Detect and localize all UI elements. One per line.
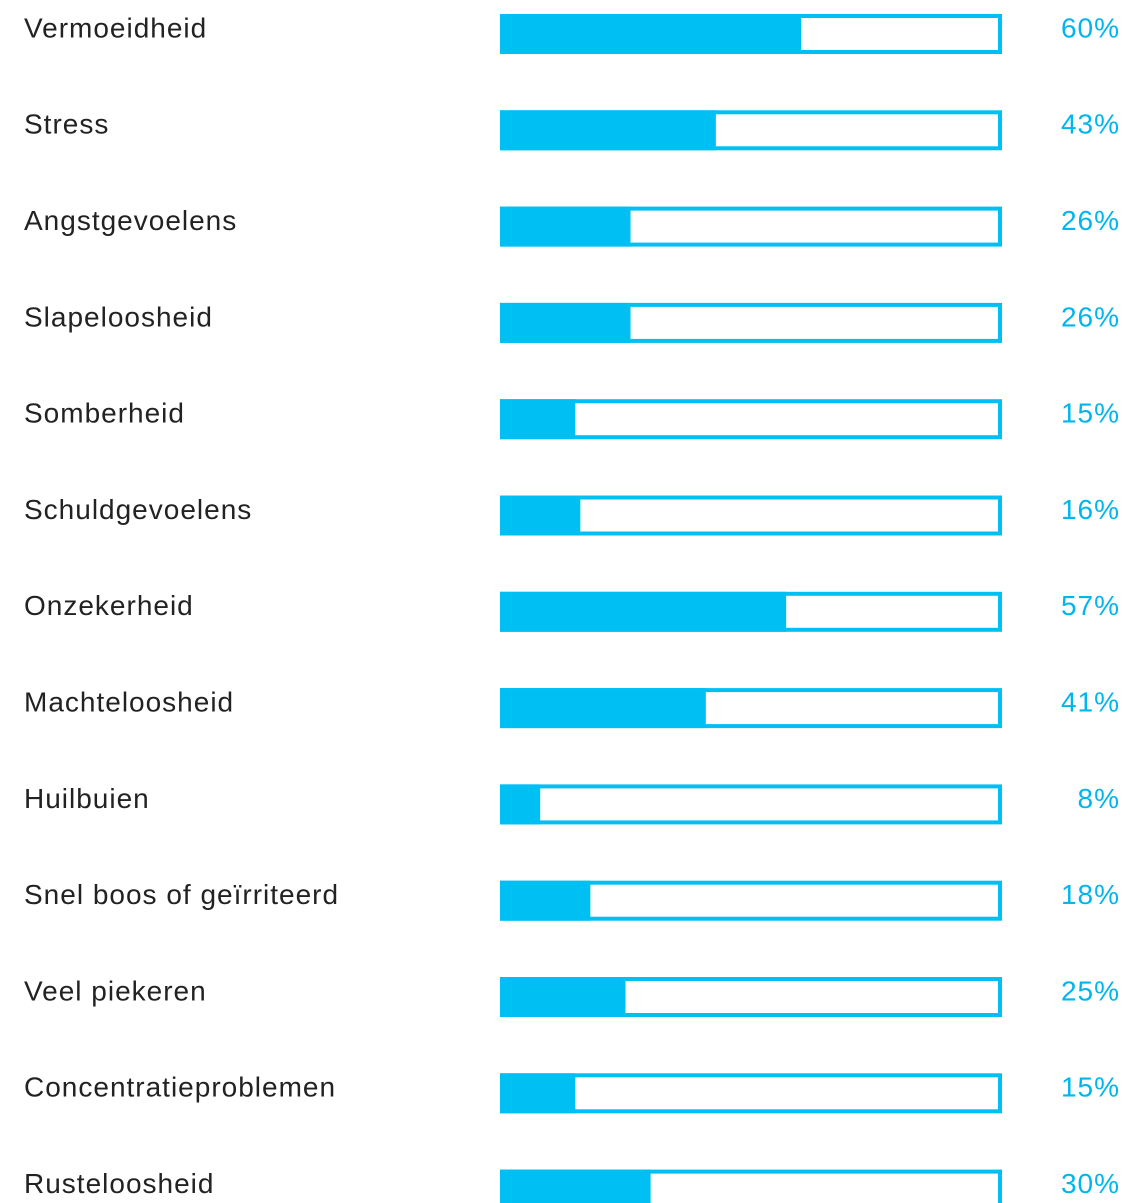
bar-fill xyxy=(500,302,631,343)
bar-fill xyxy=(500,1169,651,1203)
category-label: Stress xyxy=(24,109,109,140)
value-label: 26% xyxy=(1061,301,1120,332)
category-label: Concentratieproblemen xyxy=(24,1072,336,1103)
category-label: Huilbuien xyxy=(24,783,150,814)
bar-fill xyxy=(500,495,581,536)
category-label: Slapeloosheid xyxy=(24,301,213,332)
bar-fill xyxy=(500,591,787,632)
category-label: Schuldgevoelens xyxy=(24,494,252,525)
value-label: 15% xyxy=(1061,398,1120,429)
category-label: Angstgevoelens xyxy=(24,205,237,236)
value-label: 41% xyxy=(1061,686,1120,717)
bar-fill xyxy=(500,399,576,440)
bar-fill xyxy=(500,977,626,1017)
category-label: Snel boos of geïrriteerd xyxy=(24,879,339,910)
bar-track xyxy=(500,495,1002,536)
category-label: Machteloosheid xyxy=(24,686,234,717)
value-label: 26% xyxy=(1061,205,1120,236)
value-label: 25% xyxy=(1061,975,1120,1006)
value-label: 16% xyxy=(1061,494,1120,525)
category-label: Onzekerheid xyxy=(24,590,194,621)
category-label: Somberheid xyxy=(24,398,185,429)
bar-fill xyxy=(500,688,706,729)
value-label: 15% xyxy=(1061,1072,1120,1103)
bar-fill xyxy=(500,14,802,54)
value-label: 8% xyxy=(1078,783,1120,814)
bar-fill xyxy=(500,784,541,825)
category-label: Veel piekeren xyxy=(24,975,207,1006)
bar-track xyxy=(500,399,1002,440)
value-label: 43% xyxy=(1061,109,1120,140)
value-label: 57% xyxy=(1061,590,1120,621)
value-label: 60% xyxy=(1061,12,1120,43)
category-label: Vermoeidheid xyxy=(24,12,207,43)
bar-fill xyxy=(500,1073,576,1114)
category-label: Rusteloosheid xyxy=(24,1168,214,1199)
bar-fill xyxy=(500,206,631,247)
value-label: 30% xyxy=(1061,1168,1120,1199)
bar-track xyxy=(500,1073,1002,1114)
bar-fill xyxy=(500,110,716,151)
bar-fill xyxy=(500,880,591,921)
bar-track xyxy=(500,784,1002,825)
value-label: 18% xyxy=(1061,879,1120,910)
